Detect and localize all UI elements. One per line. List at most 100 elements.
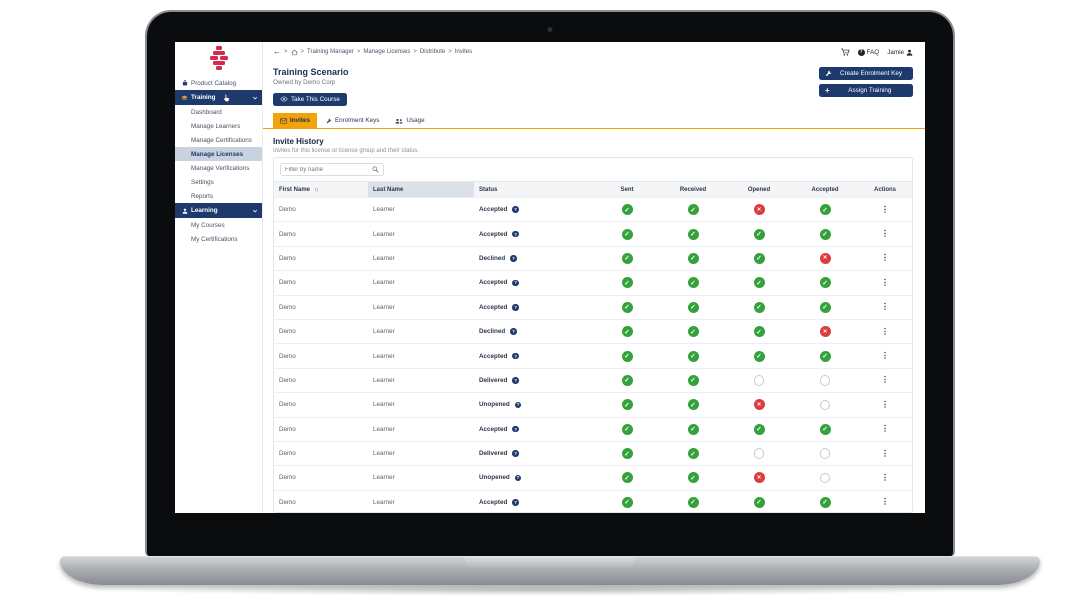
last-name-value: Learner	[373, 279, 395, 287]
row-actions-menu[interactable]: ⋮	[881, 302, 889, 312]
cell-sent: ✓	[594, 374, 660, 386]
last-name-value: Learner	[373, 303, 395, 311]
row-actions-menu[interactable]: ⋮	[881, 399, 889, 409]
status-info-icon[interactable]: ?	[512, 230, 519, 238]
row-actions-menu[interactable]: ⋮	[881, 448, 889, 458]
first-name-value: Demo	[279, 230, 296, 238]
assign-training-button[interactable]: + Assign Training	[819, 84, 913, 97]
cell-accepted: ✓	[792, 277, 858, 289]
column-header-last-name[interactable]: Last Name	[368, 182, 474, 197]
cell-first-name: Demo	[274, 474, 368, 481]
home-icon[interactable]	[290, 49, 298, 56]
sidebar-item-product-catalog[interactable]: Product Catalog	[175, 76, 262, 90]
sidebar-item-settings[interactable]: Settings	[175, 175, 262, 189]
sent-check-circle-icon: ✓	[621, 350, 633, 362]
sidebar-item-reports[interactable]: Reports	[175, 189, 262, 203]
sidebar-item-dashboard[interactable]: Dashboard	[175, 105, 262, 119]
cell-received: ✓	[660, 374, 726, 386]
status-info-icon[interactable]: ?	[512, 352, 519, 360]
person-icon	[181, 208, 188, 214]
column-header-actions: Actions	[858, 187, 912, 193]
sidebar-item-manage-certifications[interactable]: Manage Certifications	[175, 133, 262, 147]
breadcrumb-item[interactable]: Invites	[454, 49, 473, 55]
row-actions-menu[interactable]: ⋮	[881, 253, 889, 263]
status-value: Accepted	[479, 352, 508, 360]
cell-actions: ⋮	[858, 498, 912, 506]
status-info-icon[interactable]: ?	[514, 401, 522, 409]
search-icon[interactable]	[372, 166, 379, 173]
opened-check-circle-icon: ✓	[753, 423, 765, 435]
sidebar-item-manage-learners[interactable]: Manage Learners	[175, 119, 262, 133]
row-actions-menu[interactable]: ⋮	[881, 277, 889, 287]
sidebar-item-my-courses[interactable]: My Courses	[175, 218, 262, 232]
row-actions-menu[interactable]: ⋮	[881, 326, 889, 336]
accepted-check-circle-icon: ✓	[819, 228, 831, 240]
chevron-down-icon	[251, 208, 258, 214]
user-menu[interactable]: Jamie	[887, 49, 913, 56]
sidebar-item-manage-verifications[interactable]: Manage Verifications	[175, 161, 262, 175]
brand-logo[interactable]	[175, 42, 262, 76]
sidebar-item-manage-licenses[interactable]: Manage Licenses	[175, 147, 262, 161]
tab-usage[interactable]: Usage	[388, 113, 431, 128]
cell-accepted: ✓	[792, 350, 858, 362]
opened-empty-circle-icon	[753, 375, 765, 386]
received-check-circle-icon: ✓	[687, 326, 699, 338]
sidebar-item-learning[interactable]: Learning	[175, 203, 262, 218]
topbar: ← > > Training Manager > Manage Licenses > Dist…	[263, 42, 925, 62]
breadcrumb-separator: >	[284, 49, 288, 55]
table-row: Demo Learner Unopened? ✓ ✓ ✕ ⋮	[274, 392, 912, 416]
sent-check-circle-icon: ✓	[621, 496, 633, 508]
cell-status: Accepted?	[474, 499, 594, 506]
row-actions-menu[interactable]: ⋮	[881, 375, 889, 385]
filter-input[interactable]	[285, 166, 369, 173]
cell-received: ✓	[660, 350, 726, 362]
create-enrolment-key-button[interactable]: Create Enrolment Key	[819, 67, 913, 80]
cell-received: ✓	[660, 301, 726, 313]
status-info-icon[interactable]: ?	[512, 206, 519, 213]
table-row: Demo Learner Declined? ✓ ✓ ✓ ✕ ⋮	[274, 245, 912, 270]
first-name-value: Demo	[279, 450, 296, 458]
row-actions-menu[interactable]: ⋮	[881, 497, 889, 507]
column-header-opened: Opened	[726, 187, 792, 193]
breadcrumb-item[interactable]: Distribute	[419, 49, 446, 55]
row-actions-menu[interactable]: ⋮	[881, 204, 889, 214]
sidebar: Product Catalog Training Dashboard Manage L…	[175, 42, 263, 513]
faq-link[interactable]: ? FAQ	[857, 48, 879, 56]
status-info-icon[interactable]: ?	[512, 450, 519, 457]
tab-enrolment-keys[interactable]: Enrolment Keys	[319, 113, 386, 128]
back-arrow-icon[interactable]: ←	[273, 47, 281, 56]
column-header-first-name[interactable]: First Name ↑↓	[274, 187, 368, 193]
first-name-value: Demo	[279, 425, 296, 433]
status-value: Accepted	[479, 425, 508, 433]
status-info-icon[interactable]: ?	[510, 255, 517, 262]
status-info-icon[interactable]: ?	[514, 474, 522, 482]
status-info-icon[interactable]: ?	[510, 328, 517, 335]
row-actions-menu[interactable]: ⋮	[881, 351, 889, 361]
tab-label: Invites	[290, 117, 310, 124]
status-info-icon[interactable]: ?	[512, 377, 519, 384]
take-course-label: Take This Course	[291, 95, 340, 103]
row-actions-menu[interactable]: ⋮	[881, 424, 889, 434]
cell-last-name: Learner	[368, 450, 474, 457]
sidebar-item-training[interactable]: Training	[175, 90, 262, 105]
take-course-button[interactable]: Take This Course	[273, 92, 347, 106]
status-info-icon[interactable]: ?	[512, 304, 519, 311]
cell-sent: ✓	[594, 252, 660, 264]
laptop-screen: Product Catalog Training Dashboard Manage L…	[175, 42, 925, 513]
sidebar-item-label: Manage Learners	[191, 122, 241, 130]
cell-actions: ⋮	[858, 425, 912, 433]
status-info-icon[interactable]: ?	[512, 425, 519, 433]
status-info-icon[interactable]: ?	[512, 279, 519, 287]
row-actions-menu[interactable]: ⋮	[881, 229, 889, 239]
tab-invites[interactable]: Invites	[273, 113, 317, 128]
cell-status: Declined?	[474, 328, 594, 335]
received-check-circle-icon: ✓	[687, 399, 699, 411]
row-actions-menu[interactable]: ⋮	[881, 472, 889, 482]
status-info-icon[interactable]: ?	[512, 499, 519, 506]
sidebar-item-my-certifications[interactable]: My Certifications	[175, 232, 262, 246]
breadcrumb-item[interactable]: Manage Licenses	[363, 49, 411, 55]
breadcrumb-item[interactable]: Training Manager	[307, 49, 354, 55]
user-name: Jamie	[887, 48, 904, 56]
cart-icon[interactable]	[840, 48, 850, 56]
tab-label: Enrolment Keys	[334, 117, 380, 124]
